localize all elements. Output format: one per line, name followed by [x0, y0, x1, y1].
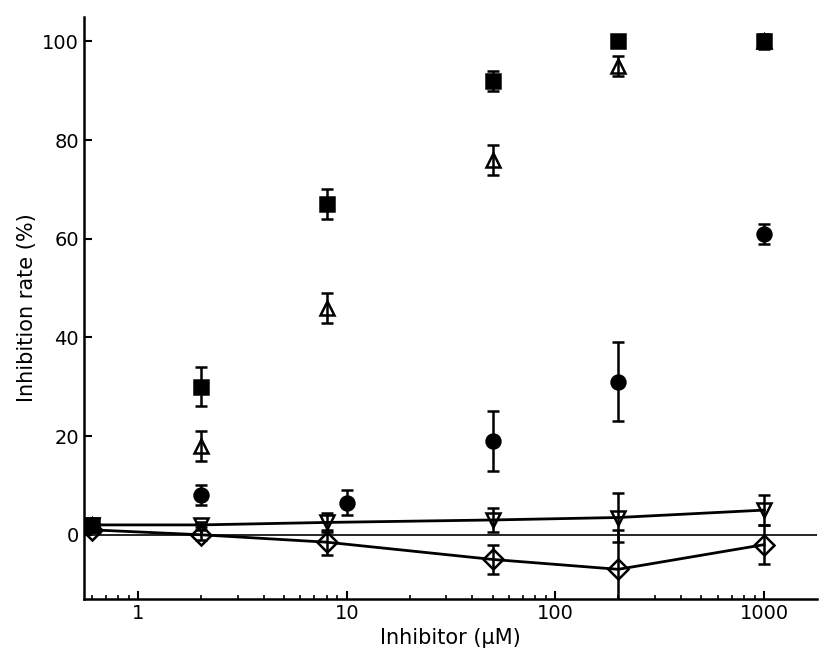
- X-axis label: Inhibitor (μM): Inhibitor (μM): [380, 628, 521, 648]
- Y-axis label: Inhibition rate (%): Inhibition rate (%): [17, 213, 37, 402]
